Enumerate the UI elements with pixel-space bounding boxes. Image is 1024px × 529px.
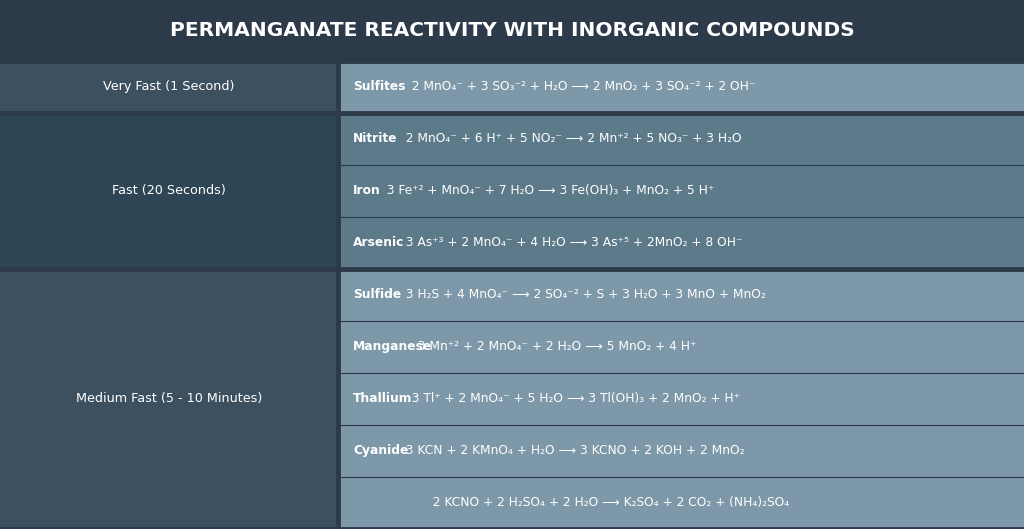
- Bar: [338, 165, 1024, 217]
- Bar: [0, 61, 338, 113]
- Text: Fast (20 Seconds): Fast (20 Seconds): [112, 185, 226, 197]
- Bar: [338, 61, 1024, 113]
- Text: Manganese: Manganese: [353, 341, 432, 353]
- Text: 3 Tl⁺ + 2 MnO₄⁻ + 5 H₂O ⟶ 3 Tl(OH)₃ + 2 MnO₂ + H⁺: 3 Tl⁺ + 2 MnO₄⁻ + 5 H₂O ⟶ 3 Tl(OH)₃ + 2 …: [404, 393, 740, 405]
- Text: Sulfites: Sulfites: [353, 80, 406, 93]
- Text: Cyanide: Cyanide: [353, 444, 409, 458]
- Text: 2 MnO₄⁻ + 6 H⁺ + 5 NO₂⁻ ⟶ 2 Mn⁺² + 5 NO₃⁻ + 3 H₂O: 2 MnO₄⁻ + 6 H⁺ + 5 NO₂⁻ ⟶ 2 Mn⁺² + 5 NO₃…: [397, 132, 741, 145]
- Bar: [338, 269, 1024, 321]
- Text: Sulfide: Sulfide: [353, 288, 401, 302]
- Text: Very Fast (1 Second): Very Fast (1 Second): [103, 80, 234, 93]
- Bar: [338, 477, 1024, 529]
- Bar: [338, 425, 1024, 477]
- Text: 2 KCNO + 2 H₂SO₄ + 2 H₂O ⟶ K₂SO₄ + 2 CO₂ + (NH₄)₂SO₄: 2 KCNO + 2 H₂SO₄ + 2 H₂O ⟶ K₂SO₄ + 2 CO₂…: [425, 497, 790, 509]
- Text: 2 MnO₄⁻ + 3 SO₃⁻² + H₂O ⟶ 2 MnO₂ + 3 SO₄⁻² + 2 OH⁻: 2 MnO₄⁻ + 3 SO₃⁻² + H₂O ⟶ 2 MnO₂ + 3 SO₄…: [404, 80, 756, 93]
- Text: 3 KCN + 2 KMnO₄ + H₂O ⟶ 3 KCNO + 2 KOH + 2 MnO₂: 3 KCN + 2 KMnO₄ + H₂O ⟶ 3 KCNO + 2 KOH +…: [397, 444, 744, 458]
- Bar: [0, 269, 338, 529]
- Text: Iron: Iron: [353, 185, 381, 197]
- Text: Medium Fast (5 - 10 Minutes): Medium Fast (5 - 10 Minutes): [76, 393, 262, 405]
- Bar: [338, 321, 1024, 373]
- Text: 3 H₂S + 4 MnO₄⁻ ⟶ 2 SO₄⁻² + S + 3 H₂O + 3 MnO + MnO₂: 3 H₂S + 4 MnO₄⁻ ⟶ 2 SO₄⁻² + S + 3 H₂O + …: [397, 288, 766, 302]
- Text: Nitrite: Nitrite: [353, 132, 397, 145]
- Bar: [338, 113, 1024, 165]
- Text: PERMANGANATE REACTIVITY WITH INORGANIC COMPOUNDS: PERMANGANATE REACTIVITY WITH INORGANIC C…: [170, 21, 854, 40]
- Text: Thallium: Thallium: [353, 393, 413, 405]
- Text: 3 Mn⁺² + 2 MnO₄⁻ + 2 H₂O ⟶ 5 MnO₂ + 4 H⁺: 3 Mn⁺² + 2 MnO₄⁻ + 2 H₂O ⟶ 5 MnO₂ + 4 H⁺: [411, 341, 696, 353]
- Text: 3 Fe⁺² + MnO₄⁻ + 7 H₂O ⟶ 3 Fe(OH)₃ + MnO₂ + 5 H⁺: 3 Fe⁺² + MnO₄⁻ + 7 H₂O ⟶ 3 Fe(OH)₃ + MnO…: [379, 185, 714, 197]
- Bar: [0, 0, 1024, 61]
- Text: Arsenic: Arsenic: [353, 236, 404, 249]
- Bar: [338, 217, 1024, 269]
- Text: 3 As⁺³ + 2 MnO₄⁻ + 4 H₂O ⟶ 3 As⁺⁵ + 2MnO₂ + 8 OH⁻: 3 As⁺³ + 2 MnO₄⁻ + 4 H₂O ⟶ 3 As⁺⁵ + 2MnO…: [397, 236, 742, 249]
- Bar: [338, 373, 1024, 425]
- Bar: [0, 113, 338, 269]
